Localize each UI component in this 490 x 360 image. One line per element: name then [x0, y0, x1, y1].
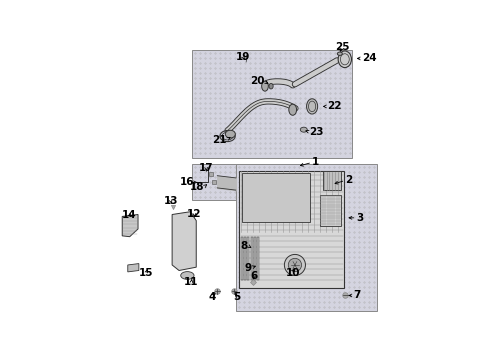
Text: 18: 18: [190, 182, 204, 192]
Circle shape: [288, 258, 301, 271]
Polygon shape: [128, 264, 139, 272]
Ellipse shape: [337, 52, 343, 55]
Bar: [242, 174, 310, 222]
Bar: [322, 171, 341, 190]
Bar: [247, 237, 249, 280]
Ellipse shape: [338, 51, 351, 68]
Ellipse shape: [300, 127, 307, 132]
Text: 25: 25: [335, 42, 349, 52]
Text: 17: 17: [199, 163, 214, 174]
Circle shape: [284, 255, 305, 275]
Bar: [240, 171, 344, 288]
Ellipse shape: [181, 271, 194, 279]
Text: 23: 23: [309, 127, 324, 137]
Text: 16: 16: [180, 177, 195, 187]
Text: 10: 10: [286, 268, 300, 278]
Text: 2: 2: [345, 175, 353, 185]
Text: 12: 12: [187, 209, 201, 219]
Text: 11: 11: [184, 276, 199, 287]
Polygon shape: [172, 212, 196, 270]
Text: 4: 4: [208, 292, 216, 302]
Text: 8: 8: [241, 240, 248, 251]
Bar: [254, 237, 256, 280]
Bar: [236, 164, 377, 311]
Bar: [320, 195, 342, 226]
Text: 7: 7: [354, 291, 361, 301]
Text: 6: 6: [250, 271, 258, 281]
Bar: [257, 237, 259, 280]
Text: 19: 19: [236, 51, 250, 62]
Text: 20: 20: [250, 76, 265, 86]
Text: 9: 9: [244, 263, 251, 273]
Bar: [244, 237, 246, 280]
Text: 22: 22: [327, 102, 342, 111]
Ellipse shape: [262, 81, 269, 91]
Bar: [192, 164, 264, 200]
Text: 14: 14: [122, 210, 137, 220]
Bar: [241, 237, 243, 280]
Text: 13: 13: [164, 195, 178, 206]
Ellipse shape: [289, 104, 296, 115]
Text: 24: 24: [362, 53, 377, 63]
Text: 1: 1: [312, 157, 319, 167]
Polygon shape: [122, 215, 138, 237]
Text: 3: 3: [356, 213, 364, 223]
Ellipse shape: [307, 99, 318, 114]
Ellipse shape: [225, 130, 235, 138]
Bar: [192, 50, 352, 158]
Text: 21: 21: [212, 135, 227, 145]
Ellipse shape: [269, 84, 273, 89]
Bar: [250, 237, 253, 280]
Text: 15: 15: [139, 268, 153, 278]
Text: 5: 5: [234, 292, 241, 302]
